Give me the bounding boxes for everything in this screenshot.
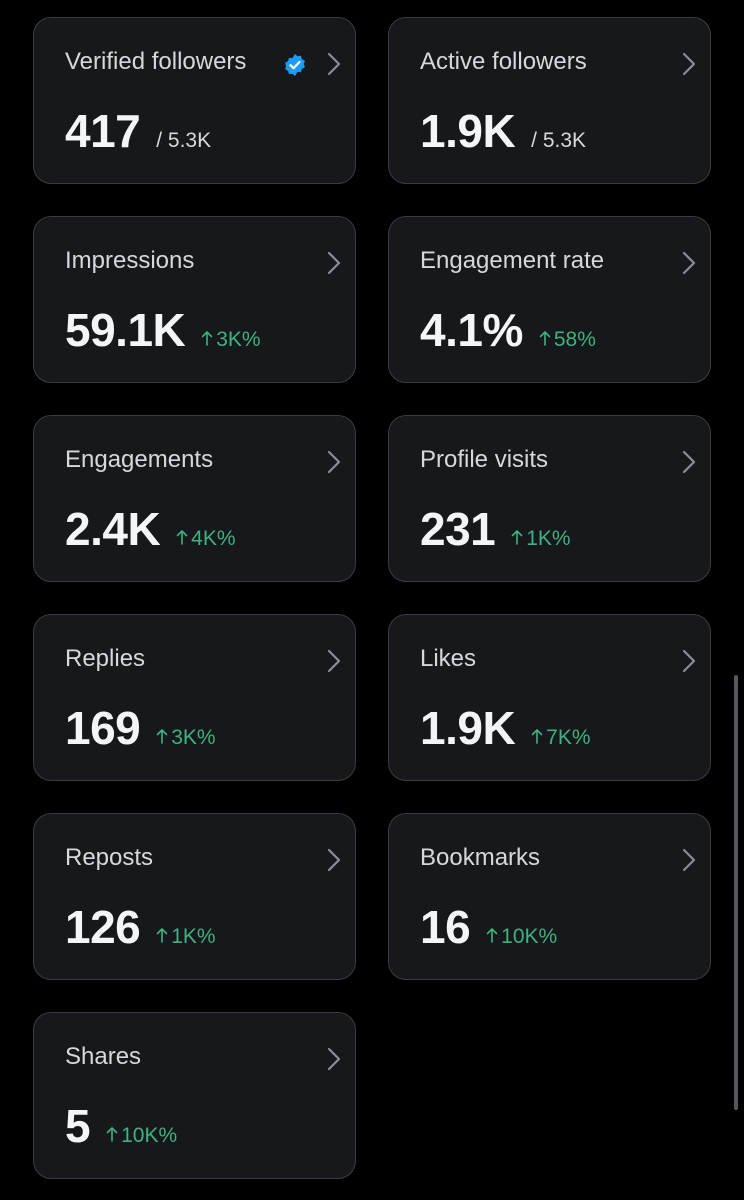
metric-label: Active followers [420,48,587,75]
metric-change: 7K% [531,726,591,750]
chevron-icon[interactable] [327,251,341,280]
up-arrow-icon [539,328,554,352]
value-row: 169 3K% [65,701,216,755]
metric-card[interactable]: Active followers 1.9K / 5.3K [388,17,711,184]
metric-change: 58% [539,328,596,352]
metric-change: 1K% [156,925,216,949]
chevron-icon[interactable] [682,450,696,479]
metric-label: Engagement rate [420,247,605,274]
metric-total: / 5.3K [531,129,587,152]
up-arrow-icon [486,925,501,949]
metric-card[interactable]: Verified followers 417 / 5.3K [33,17,356,184]
up-arrow-icon [106,1124,121,1148]
metric-change: 3K% [156,726,216,750]
metric-value: 1.9K [420,702,516,754]
chevron-icon[interactable] [327,649,341,678]
metric-change: 3K% [201,328,261,352]
metric-label: Bookmarks [420,844,541,871]
chevron-icon[interactable] [682,848,696,877]
value-row: 59.1K 3K% [65,303,261,357]
metric-value: 1.9K [420,105,516,157]
metric-value: 16 [420,901,471,953]
metric-value: 2.4K [65,503,161,555]
chevron-icon[interactable] [327,450,341,479]
metric-value: 4.1% [420,304,523,356]
metric-value: 231 [420,503,496,555]
change-text: 4K% [191,527,236,550]
up-arrow-icon [201,328,216,352]
change-text: 10K% [121,1124,178,1147]
change-text: 7K% [546,726,591,749]
chevron-icon[interactable] [682,649,696,678]
value-row: 1.9K / 5.3K [420,104,586,158]
up-arrow-icon [156,726,171,750]
verified-badge [283,53,307,82]
metric-label: Engagements [65,446,214,473]
chevron-icon[interactable] [682,52,696,81]
metric-label: Verified followers [65,48,247,75]
change-text: 58% [553,328,596,351]
metric-change: 1K% [511,527,571,551]
metric-label: Reposts [65,844,154,871]
metric-card[interactable]: Bookmarks 16 10K% [388,813,711,980]
scrollbar[interactable] [734,675,738,1110]
metric-label: Profile visits [420,446,549,473]
value-row: 2.4K 4K% [65,502,236,556]
change-text: 3K% [171,726,216,749]
value-row: 1.9K 7K% [420,701,591,755]
value-row: 4.1% 58% [420,303,596,357]
value-row: 417 / 5.3K [65,104,211,158]
change-text: 3K% [216,328,261,351]
value-row: 16 10K% [420,900,557,954]
metric-total: / 5.3K [156,129,212,152]
metric-change: 10K% [106,1124,177,1148]
up-arrow-icon [156,925,171,949]
metric-label: Likes [420,645,477,672]
metric-card[interactable]: Engagement rate 4.1% 58% [388,216,711,383]
metric-value: 169 [65,702,141,754]
chevron-icon[interactable] [327,1047,341,1076]
metric-card[interactable]: Reposts 126 1K% [33,813,356,980]
change-text: 1K% [171,925,216,948]
metric-change: 10K% [486,925,557,949]
metric-value: 417 [65,105,141,157]
chevron-icon[interactable] [682,251,696,280]
metric-value: 5 [65,1100,91,1152]
up-arrow-icon [531,726,546,750]
metric-value: 126 [65,901,141,953]
up-arrow-icon [511,527,526,551]
metric-card[interactable]: Replies 169 3K% [33,614,356,781]
metric-label: Impressions [65,247,195,274]
value-row: 231 1K% [420,502,571,556]
change-text: 1K% [526,527,571,550]
value-row: 126 1K% [65,900,216,954]
metric-card[interactable]: Profile visits 231 1K% [388,415,711,582]
metric-label: Replies [65,645,146,672]
metric-card[interactable]: Engagements 2.4K 4K% [33,415,356,582]
value-row: 5 10K% [65,1099,177,1153]
metric-card[interactable]: Shares 5 10K% [33,1012,356,1179]
metric-card[interactable]: Likes 1.9K 7K% [388,614,711,781]
chevron-icon[interactable] [327,848,341,877]
change-text: 10K% [501,925,558,948]
metric-label: Shares [65,1043,142,1070]
metric-value: 59.1K [65,304,186,356]
up-arrow-icon [176,527,191,551]
metric-change: 4K% [176,527,236,551]
metric-card[interactable]: Impressions 59.1K 3K% [33,216,356,383]
chevron-icon[interactable] [327,52,341,81]
